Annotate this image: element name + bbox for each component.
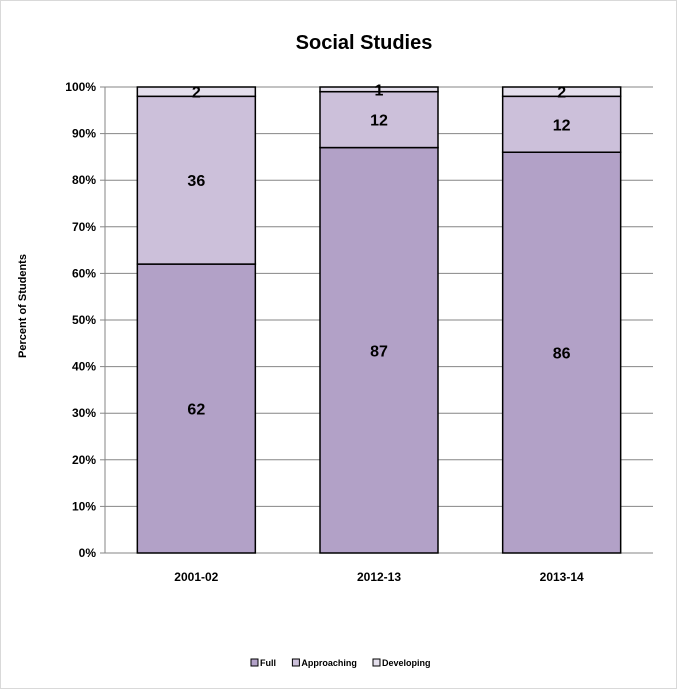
legend-swatch (291, 658, 300, 667)
bar-segment (136, 263, 257, 554)
data-label: 86 (553, 346, 571, 363)
bars: 62 36 2 87 12 1 86 12 2 (136, 82, 622, 554)
data-label: 2 (192, 85, 201, 102)
y-tick-label: 50% (72, 313, 96, 327)
data-label: 36 (187, 173, 205, 190)
data-label: 1 (375, 82, 384, 99)
y-tick-label: 80% (72, 173, 96, 187)
y-tick-label: 70% (72, 220, 96, 234)
bar-segment (501, 86, 622, 98)
y-axis-ticks: 0% 10% 20% 30% 40% 50% 60% 70% 80% 90% 100% (65, 80, 105, 560)
bar-segment (501, 95, 622, 153)
x-tick-label: 2012-13 (357, 570, 401, 584)
data-label: 12 (553, 117, 571, 134)
bar-segment (319, 146, 439, 554)
data-label: 2 (557, 85, 566, 102)
bar-segment (319, 86, 439, 93)
legend-label: Developing (382, 658, 431, 668)
bar-segment (136, 95, 257, 265)
x-tick-label: 2001-02 (174, 570, 218, 584)
y-tick-label: 100% (65, 80, 96, 94)
y-tick-label: 90% (72, 127, 96, 141)
y-tick-label: 10% (72, 499, 96, 513)
bar-segment (501, 151, 622, 554)
data-label: 87 (370, 343, 388, 360)
x-axis-labels: 2001-02 2012-13 2013-14 (174, 570, 584, 584)
data-label: 62 (187, 402, 205, 419)
y-tick-label: 40% (72, 360, 96, 374)
bar-segment (319, 90, 439, 149)
x-tick-label: 2013-14 (540, 570, 584, 584)
data-label: 12 (370, 113, 388, 130)
legend-swatch (372, 658, 381, 667)
legend-label: Full (260, 658, 276, 668)
y-tick-label: 30% (72, 406, 96, 420)
y-tick-label: 0% (79, 546, 97, 560)
bar-segment (136, 86, 257, 98)
y-tick-label: 60% (72, 266, 96, 280)
legend-swatch (250, 658, 259, 667)
legend-label: Approaching (301, 658, 357, 668)
y-axis-label: Percent of Students (17, 254, 29, 358)
chart-title: Social Studies (296, 32, 433, 54)
y-tick-label: 20% (72, 453, 96, 467)
legend: Full Approaching Developing (250, 658, 431, 668)
